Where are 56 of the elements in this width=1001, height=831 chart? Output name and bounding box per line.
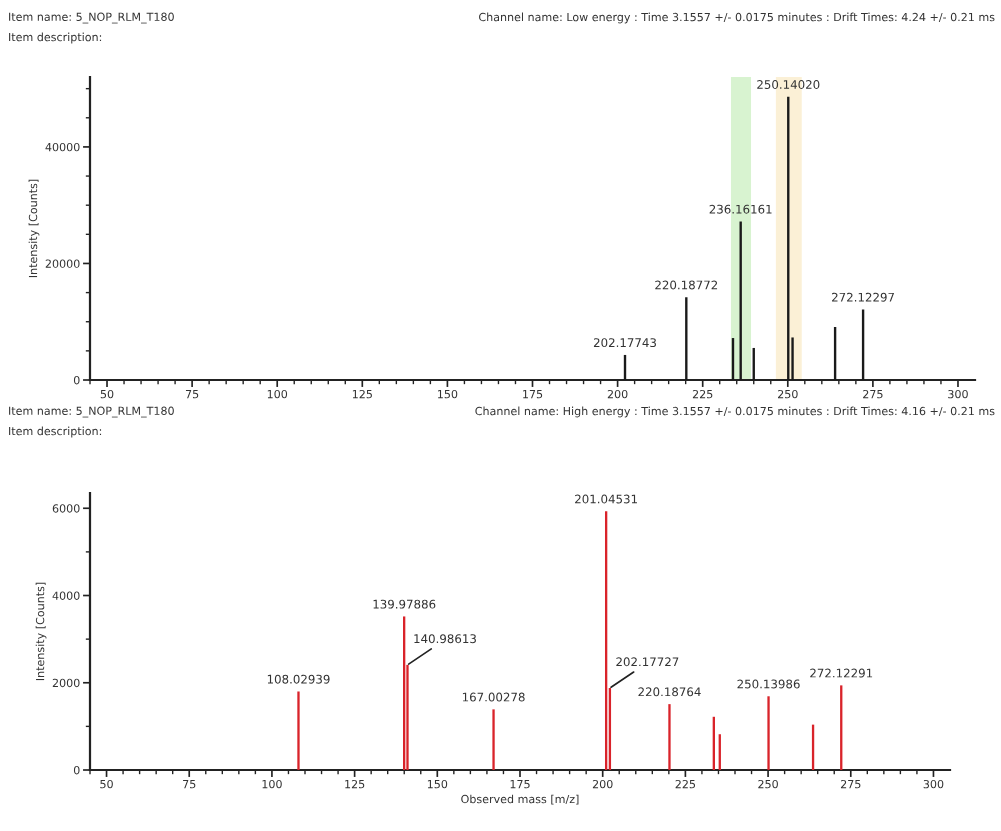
x-axis-title: Observed mass [m/z]	[461, 794, 579, 805]
chart-title: Channel name: High energy : Time 3.1557 +/- 0.0175 minutes : Drift Times: 4.16 +/- 0.21 ms	[475, 406, 995, 418]
y-tick-label: 6000	[52, 504, 80, 513]
x-tick-label: 150	[427, 779, 448, 789]
chart-subtitle: Item name: 5_NOP_RLM_T180	[9, 406, 174, 418]
annotation: 272.12297	[832, 292, 894, 302]
bar	[492, 709, 495, 770]
annotation: 220.18764	[638, 687, 701, 697]
chart-subtitle: Item name: 5_NOP_RLM_T180	[9, 12, 174, 24]
annotation: 220.18772	[655, 280, 718, 290]
x-tick-label: 125	[345, 779, 365, 789]
annotation: 236.16161	[709, 204, 772, 214]
y-tick-label: 40000	[45, 142, 80, 152]
y-axis-title: Intensity [Counts]	[35, 582, 47, 681]
x-tick-label: 200	[607, 389, 628, 399]
text: Item description:	[9, 32, 102, 44]
x-tick-label: 175	[510, 780, 530, 789]
y-tick-label: 0	[73, 375, 80, 385]
x-tick-label: 150	[438, 389, 458, 399]
x-tick-label: 100	[262, 779, 282, 789]
bar	[668, 704, 671, 770]
x-tick-label: 100	[267, 389, 288, 399]
x-tick-label: 275	[840, 779, 861, 789]
x-tick-label: 75	[183, 780, 196, 789]
annotation: 202.17727	[616, 657, 679, 667]
x-tick-label: 50	[100, 779, 113, 789]
annotation: 202.17743	[593, 338, 656, 348]
x-tick-label: 250	[778, 389, 798, 399]
x-tick-label: 225	[692, 389, 713, 399]
x-tick-label: 300	[948, 389, 968, 399]
x-tick-label: 225	[675, 779, 696, 789]
annotation: 139.97886	[373, 599, 436, 609]
annotation: 108.02939	[267, 674, 330, 684]
y-tick-label: 0	[73, 765, 80, 775]
x-tick-label: 300	[923, 779, 944, 789]
y-tick-label: 2000	[52, 678, 80, 688]
y-tick-label: 4000	[52, 591, 80, 600]
annotation: 140.98613	[414, 634, 476, 644]
annotation: 167.00278	[462, 692, 525, 702]
bar	[297, 691, 300, 770]
chart-title: Channel name: Low energy : Time 3.1557 +/- 0.0175 minutes : Drift Times: 4.24 +/- 0.21 ms	[479, 12, 995, 24]
annotation: 201.04531	[575, 494, 637, 504]
x-tick-label: 175	[523, 390, 543, 399]
text: Item description:	[9, 426, 102, 438]
x-tick-label: 125	[352, 389, 372, 399]
y-tick-label: 20000	[45, 259, 80, 268]
y-axis-title: Intensity [Counts]	[28, 179, 40, 278]
x-tick-label: 200	[592, 779, 613, 789]
annotation: 250.14020	[757, 80, 820, 89]
annotation: 250.13986	[737, 679, 800, 689]
x-tick-label: 75	[185, 390, 199, 399]
bar	[767, 696, 770, 770]
x-tick-label: 275	[863, 389, 883, 399]
x-tick-label: 50	[100, 389, 114, 399]
x-tick-label: 250	[758, 779, 778, 789]
annotation: 272.12291	[810, 668, 873, 678]
